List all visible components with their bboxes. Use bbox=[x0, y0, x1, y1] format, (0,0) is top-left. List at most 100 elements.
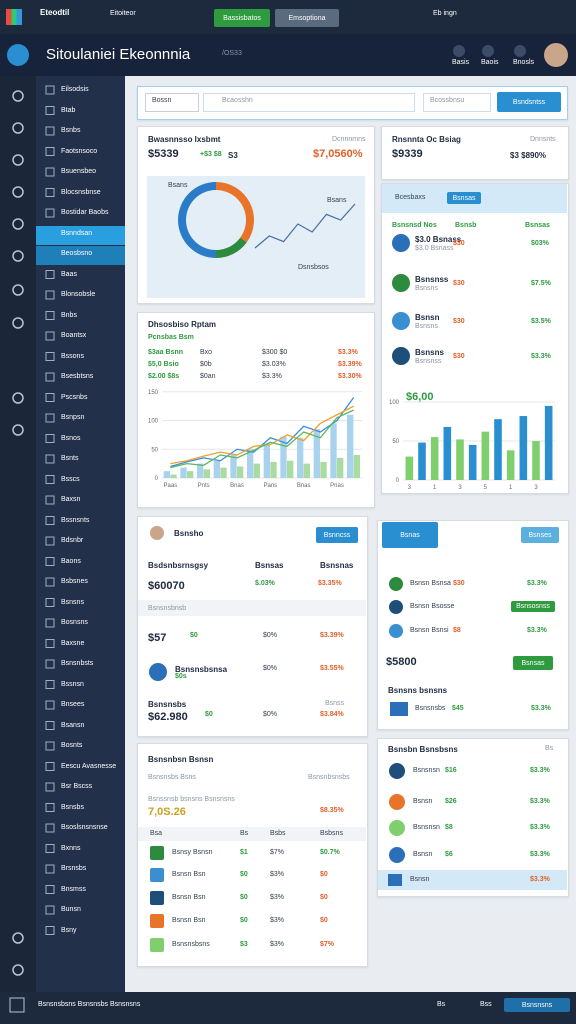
button[interactable]: Bassisbatos bbox=[214, 9, 270, 27]
bar bbox=[353, 455, 360, 478]
item-icon bbox=[45, 618, 55, 628]
sidebar-item[interactable]: Bsscs bbox=[61, 475, 80, 483]
header-action[interactable]: Bnosls bbox=[513, 59, 535, 66]
search-placeholder[interactable]: Bcaosshn bbox=[222, 97, 253, 104]
section-row bbox=[138, 600, 366, 616]
sidebar-item[interactable]: Bsnsbs bbox=[61, 803, 84, 811]
sidebar-item[interactable]: Bsnsns bbox=[61, 598, 84, 606]
label: Bsnsnsbnsb bbox=[148, 605, 187, 612]
x-tick-label: 3 bbox=[408, 485, 412, 491]
sidebar-item[interactable]: Bsansn bbox=[61, 721, 85, 729]
sidebar-item[interactable]: Bsbsnes bbox=[61, 578, 88, 585]
bar bbox=[237, 466, 244, 478]
label: $30 bbox=[453, 280, 465, 287]
sidebar-item[interactable]: Bsnts bbox=[61, 455, 79, 462]
sidebar-item[interactable]: Blonsobsle bbox=[61, 291, 96, 298]
bar bbox=[320, 461, 327, 478]
sidebar-item[interactable]: Bxnns bbox=[61, 844, 81, 852]
rail-icon bbox=[12, 218, 24, 230]
bar bbox=[443, 426, 452, 480]
search-input[interactable] bbox=[203, 93, 415, 112]
icon bbox=[389, 624, 403, 638]
button[interactable]: Bsnsosnss bbox=[511, 601, 555, 612]
sidebar-item[interactable]: Bsnbs bbox=[61, 127, 81, 134]
bar bbox=[247, 449, 254, 478]
sidebar-item[interactable]: Bosnsns bbox=[61, 619, 88, 626]
label: Bsnsnsbs bbox=[415, 705, 446, 712]
button[interactable]: Bsnsnsns bbox=[504, 998, 570, 1012]
sidebar-item[interactable]: Bsny bbox=[61, 926, 77, 934]
bar bbox=[287, 460, 294, 478]
sidebar-item[interactable]: Bnsmss bbox=[61, 885, 86, 893]
sidebar-item[interactable]: Bsnpsn bbox=[61, 414, 85, 421]
tab[interactable]: Eitoiteor bbox=[110, 10, 136, 17]
sidebar-item[interactable]: Baas bbox=[61, 270, 77, 278]
sidebar-item[interactable]: Faotsnsoco bbox=[61, 147, 98, 155]
sidebar-item[interactable]: Btab bbox=[61, 106, 76, 114]
label: Bsnsn Bsn bbox=[172, 917, 206, 924]
icon bbox=[392, 312, 410, 330]
sidebar-item[interactable]: Baxsn bbox=[61, 496, 81, 503]
sidebar-item[interactable]: Bnbs bbox=[61, 311, 77, 319]
button[interactable]: Bsnsas bbox=[447, 192, 481, 204]
header-action[interactable]: Basis bbox=[452, 59, 470, 66]
sidebar-item[interactable]: Eescu Avasnesse bbox=[61, 762, 117, 770]
sidebar-item[interactable]: Eilsodsis bbox=[61, 86, 89, 93]
column-header: Bs bbox=[240, 830, 249, 837]
button[interactable]: Bsnas bbox=[382, 522, 438, 548]
item-icon bbox=[45, 270, 55, 279]
sidebar-item[interactable]: Bssnsnts bbox=[61, 516, 90, 524]
button[interactable]: Bsnses bbox=[521, 527, 559, 543]
sidebar-item[interactable]: Bsnsnbsts bbox=[61, 660, 94, 667]
sidebar-item[interactable]: Bssnsn bbox=[61, 680, 84, 688]
bar bbox=[263, 443, 270, 478]
sidebar-item[interactable]: Boantsx bbox=[61, 332, 87, 339]
button[interactable]: Bsnncss bbox=[316, 527, 358, 543]
item-icon bbox=[45, 188, 55, 197]
bar bbox=[456, 439, 464, 480]
sidebar-item[interactable]: Baons bbox=[61, 557, 81, 565]
button[interactable]: Bsndsntss bbox=[497, 92, 561, 112]
panel-title: Bsnsbn Bsnsbsns bbox=[388, 745, 458, 754]
button[interactable]: Emsoptiona bbox=[275, 9, 339, 27]
y-tick-label: 50 bbox=[151, 447, 158, 453]
label: $57 bbox=[148, 632, 167, 644]
search-field[interactable] bbox=[423, 93, 491, 112]
sidebar-item[interactable]: Brsnsbs bbox=[61, 865, 87, 872]
sidebar-item[interactable]: Bsnndsan bbox=[61, 229, 93, 237]
sidebar-item[interactable]: Bsoslsnsnsnse bbox=[61, 824, 108, 831]
sidebar-item[interactable]: Bsuensbeo bbox=[61, 168, 97, 175]
label: $3aa Bsnn bbox=[148, 349, 184, 356]
label: $3% bbox=[270, 917, 285, 924]
sidebar-item[interactable]: Bosnts bbox=[61, 742, 83, 749]
item-icon bbox=[45, 680, 55, 689]
item-icon bbox=[45, 311, 55, 320]
sidebar-item[interactable]: Pscsnbs bbox=[61, 393, 88, 401]
logo bbox=[6, 9, 22, 25]
sidebar-item[interactable]: Blocsnsbnse bbox=[61, 188, 101, 196]
item-icon bbox=[45, 516, 55, 525]
filter-box[interactable] bbox=[145, 93, 199, 112]
sidebar-item[interactable]: Bnsees bbox=[61, 701, 85, 708]
sidebar-item[interactable]: Bsr Bscss bbox=[61, 783, 93, 790]
label: $3.84% bbox=[320, 711, 344, 718]
item-icon bbox=[45, 475, 55, 484]
sidebar-item[interactable]: Bssons bbox=[61, 352, 84, 360]
header-action[interactable]: Baois bbox=[481, 59, 499, 66]
sidebar-item[interactable]: Beosbsno bbox=[61, 250, 93, 257]
search-field[interactable]: Bcossbnsu bbox=[430, 97, 465, 104]
button[interactable]: Bsnsas bbox=[513, 656, 553, 670]
icon bbox=[150, 868, 164, 882]
label: $8 bbox=[445, 824, 453, 831]
sidebar-item[interactable]: Bostidar Baobs bbox=[61, 209, 109, 216]
bar bbox=[163, 471, 170, 478]
label: $0 bbox=[320, 871, 328, 878]
label: $0 bbox=[240, 917, 248, 924]
sidebar-item[interactable]: Baxsne bbox=[61, 639, 85, 647]
filter: Bossn bbox=[152, 97, 172, 104]
sidebar-item[interactable]: Bunsn bbox=[61, 906, 81, 913]
sidebar-item[interactable]: Bdsnbr bbox=[61, 537, 84, 544]
sidebar-item[interactable]: Bsnos bbox=[61, 434, 81, 442]
label: Bsnsn bbox=[415, 313, 440, 322]
sidebar-item[interactable]: Bsesbtsns bbox=[61, 373, 94, 380]
